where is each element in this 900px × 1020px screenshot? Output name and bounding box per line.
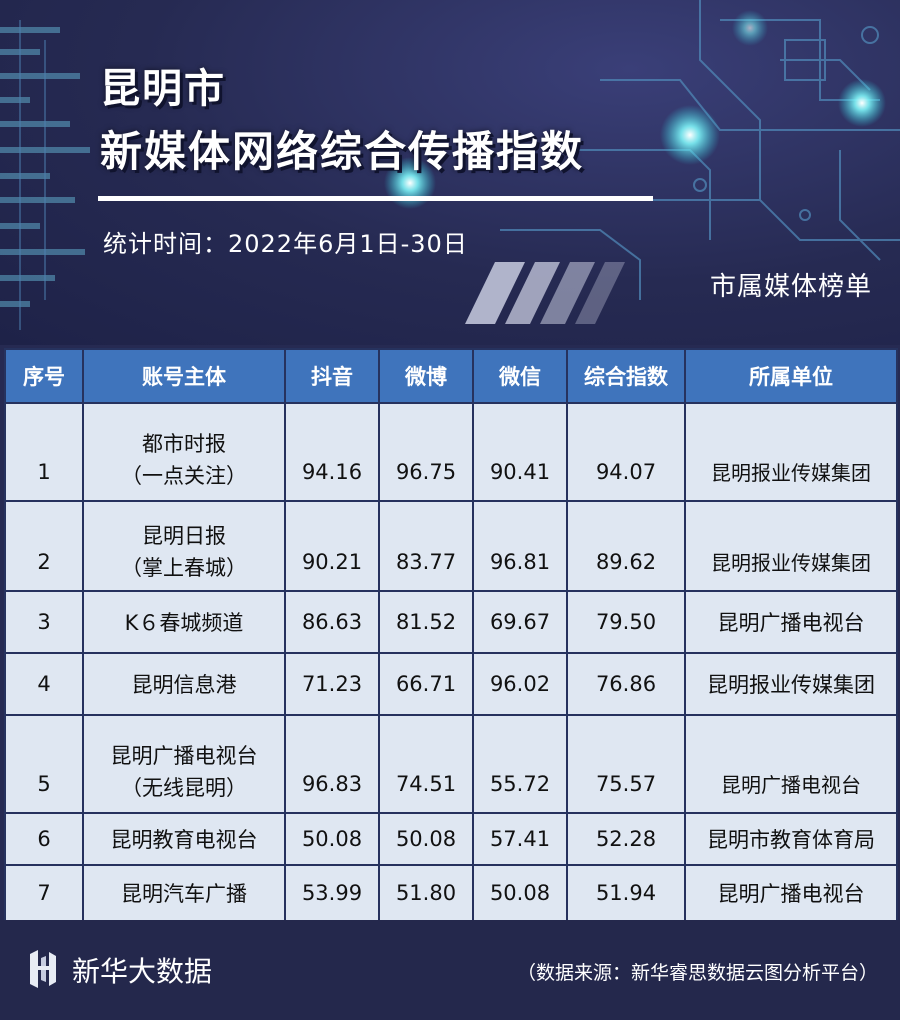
title-divider — [98, 196, 653, 201]
douyin-cell: 53.99 — [284, 864, 380, 922]
account-name: 昆明广播电视台 — [110, 744, 258, 768]
xinhua-logo-icon — [30, 950, 56, 988]
affiliation-cell: 昆明报业传媒集团 — [684, 652, 898, 716]
column-header: 账号主体 — [82, 348, 286, 404]
affiliation-cell: 昆明报业传媒集团 — [684, 402, 898, 502]
statistics-period: 统计时间：2022年6月1日-30日 — [103, 230, 468, 258]
account-name: 昆明汽车广播 — [121, 882, 247, 906]
rank-cell: 1 — [4, 402, 84, 502]
weixin-cell: 90.41 — [472, 402, 568, 502]
weixin-cell: 96.81 — [472, 500, 568, 592]
account-name: 昆明教育电视台 — [110, 828, 258, 852]
composite-index-cell: 75.57 — [566, 714, 686, 814]
douyin-cell: 71.23 — [284, 652, 380, 716]
weibo-cell: 74.51 — [378, 714, 474, 814]
account-cell: 都市时报 （一点关注） — [82, 402, 286, 502]
rank-cell: 5 — [4, 714, 84, 814]
account-cell: 昆明广播电视台 （无线昆明） — [82, 714, 286, 814]
weixin-cell: 57.41 — [472, 812, 568, 866]
table-header-row: 序号 账号主体 抖音 微博 微信 综合指数 所属单位 — [4, 348, 898, 404]
account-subname: （一点关注） — [121, 464, 247, 488]
rank-cell: 3 — [4, 590, 84, 654]
weibo-cell: 66.71 — [378, 652, 474, 716]
account-subname: （掌上春城） — [121, 556, 247, 580]
table-row: 6 昆明教育电视台 50.08 50.08 57.41 52.28 昆明市教育体… — [4, 812, 898, 866]
account-cell: 昆明教育电视台 — [82, 812, 286, 866]
column-header: 序号 — [4, 348, 84, 404]
douyin-cell: 94.16 — [284, 402, 380, 502]
weibo-cell: 51.80 — [378, 864, 474, 922]
composite-index-cell: 76.86 — [566, 652, 686, 716]
weibo-cell: 50.08 — [378, 812, 474, 866]
douyin-cell: 50.08 — [284, 812, 380, 866]
rank-cell: 6 — [4, 812, 84, 866]
account-cell: K６春城频道 — [82, 590, 286, 654]
column-header: 微博 — [378, 348, 474, 404]
account-cell: 昆明日报 （掌上春城） — [82, 500, 286, 592]
weibo-cell: 83.77 — [378, 500, 474, 592]
affiliation-cell: 昆明广播电视台 — [684, 864, 898, 922]
title-city: 昆明市 — [100, 66, 226, 112]
rank-cell: 4 — [4, 652, 84, 716]
composite-index-cell: 51.94 — [566, 864, 686, 922]
brand-name: 新华大数据 — [72, 955, 213, 988]
account-subname: （无线昆明） — [121, 776, 247, 800]
weixin-cell: 55.72 — [472, 714, 568, 814]
weibo-cell: 81.52 — [378, 590, 474, 654]
account-name: 都市时报 — [142, 432, 226, 456]
composite-index-cell: 79.50 — [566, 590, 686, 654]
composite-index-cell: 52.28 — [566, 812, 686, 866]
title-main: 新媒体网络综合传播指数 — [100, 127, 585, 176]
column-header: 抖音 — [284, 348, 380, 404]
ranking-table-container: 序号 账号主体 抖音 微博 微信 综合指数 所属单位 1 都市时报 （一点关注）… — [4, 348, 898, 922]
affiliation-cell: 昆明广播电视台 — [684, 714, 898, 814]
ranking-table: 序号 账号主体 抖音 微博 微信 综合指数 所属单位 1 都市时报 （一点关注）… — [4, 348, 898, 922]
douyin-cell: 90.21 — [284, 500, 380, 592]
data-source-note: （数据来源：新华睿思数据云图分析平台） — [516, 962, 878, 984]
weixin-cell: 96.02 — [472, 652, 568, 716]
rank-cell: 7 — [4, 864, 84, 922]
column-header: 综合指数 — [566, 348, 686, 404]
table-row: 4 昆明信息港 71.23 66.71 96.02 76.86 昆明报业传媒集团 — [4, 652, 898, 716]
table-row: 2 昆明日报 （掌上春城） 90.21 83.77 96.81 89.62 昆明… — [4, 500, 898, 592]
weibo-cell: 96.75 — [378, 402, 474, 502]
account-cell: 昆明信息港 — [82, 652, 286, 716]
table-row: 1 都市时报 （一点关注） 94.16 96.75 90.41 94.07 昆明… — [4, 402, 898, 502]
account-name: 昆明信息港 — [131, 673, 237, 697]
douyin-cell: 96.83 — [284, 714, 380, 814]
list-label: 市属媒体榜单 — [709, 272, 872, 302]
column-header: 微信 — [472, 348, 568, 404]
affiliation-cell: 昆明广播电视台 — [684, 590, 898, 654]
affiliation-cell: 昆明市教育体育局 — [684, 812, 898, 866]
composite-index-cell: 89.62 — [566, 500, 686, 592]
rank-cell: 2 — [4, 500, 84, 592]
affiliation-cell: 昆明报业传媒集团 — [684, 500, 898, 592]
account-name: 昆明日报 — [142, 524, 226, 548]
account-cell: 昆明汽车广播 — [82, 864, 286, 922]
composite-index-cell: 94.07 — [566, 402, 686, 502]
footer: 新华大数据 （数据来源：新华睿思数据云图分析平台） — [0, 920, 900, 1020]
douyin-cell: 86.63 — [284, 590, 380, 654]
decorative-stripes — [465, 262, 625, 324]
account-name: K６春城频道 — [124, 611, 244, 635]
table-row: 7 昆明汽车广播 53.99 51.80 50.08 51.94 昆明广播电视台 — [4, 864, 898, 922]
header-banner: 昆明市 新媒体网络综合传播指数 统计时间：2022年6月1日-30日 市属媒体榜… — [0, 0, 900, 345]
table-row: 5 昆明广播电视台 （无线昆明） 96.83 74.51 55.72 75.57… — [4, 714, 898, 814]
weixin-cell: 50.08 — [472, 864, 568, 922]
table-row: 3 K６春城频道 86.63 81.52 69.67 79.50 昆明广播电视台 — [4, 590, 898, 654]
column-header: 所属单位 — [684, 348, 898, 404]
weixin-cell: 69.67 — [472, 590, 568, 654]
